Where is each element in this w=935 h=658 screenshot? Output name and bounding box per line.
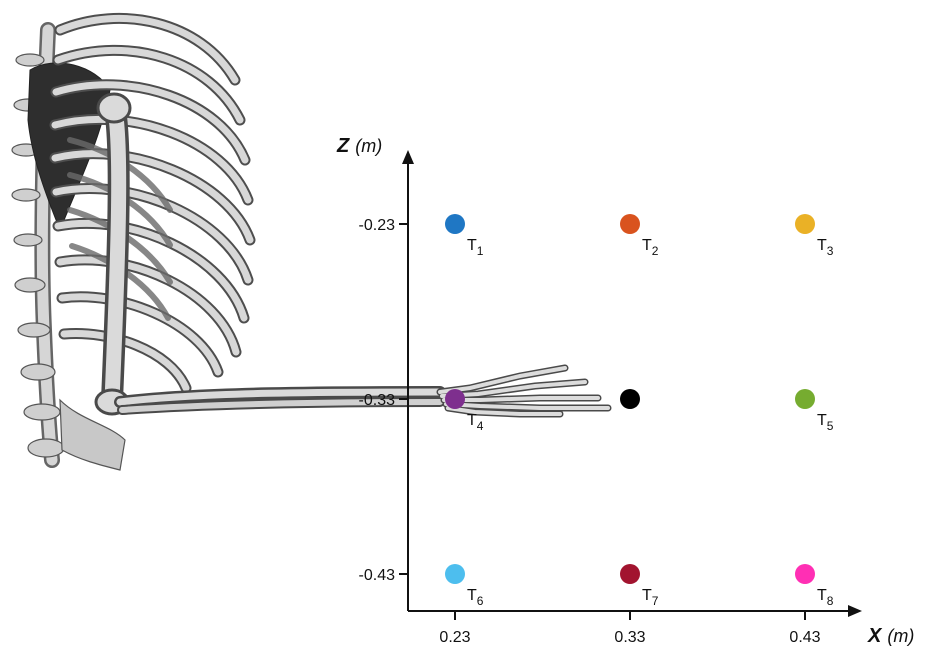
target-label-2: T2	[642, 237, 659, 258]
target-point-6	[445, 564, 465, 584]
target-point-5	[795, 389, 815, 409]
hand	[436, 364, 612, 418]
target-label-7: T7	[642, 587, 659, 608]
x-axis-arrowhead	[848, 605, 862, 617]
target-label-subscript: 2	[652, 244, 659, 258]
target-label-4: T4	[467, 412, 484, 433]
target-label-subscript: 1	[477, 244, 484, 258]
target-point-3	[795, 214, 815, 234]
target-label-letter: T	[642, 587, 652, 604]
target-label-subscript: 5	[827, 419, 834, 433]
x-tick-label: 0.33	[614, 629, 645, 646]
x-axis-title: X (m)	[867, 625, 914, 647]
target-label-letter: T	[642, 237, 652, 254]
target-label-8: T8	[817, 587, 834, 608]
target-label-letter: T	[467, 587, 477, 604]
ticks: 0.23 0.33 0.43 -0.23 -0.33 -0.43	[359, 217, 821, 646]
x-tick-label: 0.23	[439, 629, 470, 646]
target-point-1	[445, 214, 465, 234]
target-label-letter: T	[817, 412, 827, 429]
z-axis-arrowhead	[402, 150, 414, 164]
z-axis-title: Z (m)	[336, 135, 382, 157]
target-label-3: T3	[817, 237, 834, 258]
target-label-5: T5	[817, 412, 834, 433]
target-label-1: T1	[467, 237, 484, 258]
scapula	[27, 62, 111, 232]
target-label-subscript: 8	[827, 594, 834, 608]
hand-start-point	[620, 389, 640, 409]
target-label-subscript: 7	[652, 594, 659, 608]
target-label-subscript: 4	[477, 419, 484, 433]
target-label-subscript: 6	[477, 594, 484, 608]
target-label-subscript: 3	[827, 244, 834, 258]
skeleton-illustration	[11, 13, 612, 471]
target-label-letter: T	[467, 412, 477, 429]
target-label-letter: T	[817, 587, 827, 604]
target-label-6: T6	[467, 587, 484, 608]
z-tick-label: -0.43	[359, 567, 396, 584]
target-label-letter: T	[467, 237, 477, 254]
humerus	[94, 92, 132, 416]
z-tick-label: -0.23	[359, 217, 396, 234]
x-tick-label: 0.43	[789, 629, 820, 646]
target-point-7	[620, 564, 640, 584]
target-point-8	[795, 564, 815, 584]
target-point-4	[445, 389, 465, 409]
target-label-letter: T	[817, 237, 827, 254]
z-tick-label: -0.33	[359, 392, 396, 409]
forearm	[114, 386, 446, 415]
target-point-2	[620, 214, 640, 234]
